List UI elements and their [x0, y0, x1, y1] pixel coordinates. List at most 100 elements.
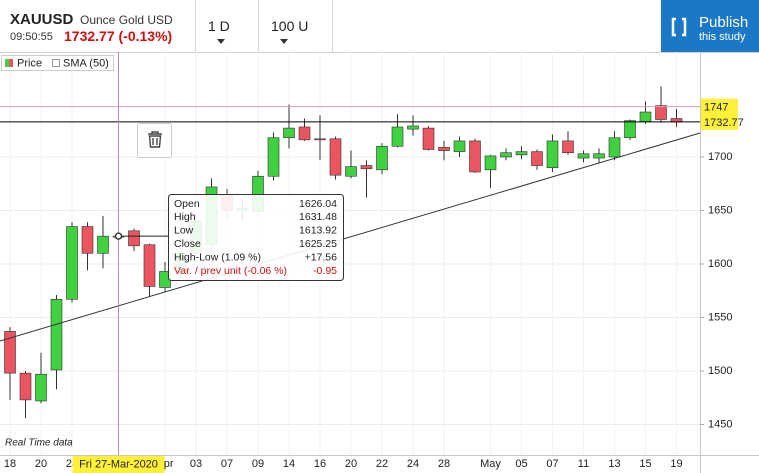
x-tick-label: 16	[314, 458, 326, 470]
y-tick-label: 1650	[708, 204, 732, 216]
x-tick-label: 11	[578, 458, 589, 470]
candle-body	[438, 147, 450, 151]
time: 09:50:55	[10, 31, 53, 43]
x-tick-label: 19	[670, 458, 682, 470]
candle-body	[376, 145, 388, 171]
tooltip-label: Open	[174, 198, 200, 210]
y-tick-label: 1700	[708, 151, 732, 163]
tooltip-label: Close	[174, 238, 201, 250]
tooltip: Open 1626.04 High 1631.48 Low 1613.92 Close 162…	[168, 194, 344, 281]
candle-body	[329, 138, 342, 176]
candle-body	[345, 166, 357, 177]
candle-body	[267, 137, 280, 177]
publish-button[interactable]: Publish this study	[661, 0, 759, 52]
crosshair-date-box	[72, 456, 165, 473]
x-tick-label: 24	[407, 458, 419, 470]
candle-body	[143, 244, 156, 287]
candle-body	[128, 230, 140, 247]
units-dropdown[interactable]: 100 U	[259, 0, 333, 52]
candle-body	[608, 137, 621, 158]
x-tick-label: 18	[4, 458, 16, 470]
candle-body	[639, 111, 652, 122]
candle-body	[314, 138, 326, 141]
price-label-box	[701, 98, 738, 115]
x-tick-label: 22	[376, 458, 388, 470]
candle-body	[453, 140, 466, 152]
symbol: XAUUSD	[10, 11, 74, 28]
candle-body	[19, 372, 32, 401]
y-tick-label: 1550	[708, 311, 732, 323]
candle-body	[469, 140, 481, 173]
footer: Real Time data	[5, 438, 73, 449]
grid	[0, 52, 700, 455]
x-tick-label: 13	[608, 458, 620, 470]
candle-body	[546, 140, 559, 168]
price-label: 1747	[704, 102, 728, 114]
x-tick-label: 03	[190, 458, 202, 470]
candle-body	[407, 125, 419, 130]
publish-label: Publish	[699, 14, 749, 31]
x-tick-label: 05	[515, 458, 527, 470]
tooltip-box	[168, 194, 344, 281]
trend-line	[0, 132, 701, 342]
x-tick-label: 07	[221, 458, 233, 470]
candle-body	[484, 155, 497, 171]
x-tick-label: 09	[252, 458, 264, 470]
tooltip-label: High-Low (1.09 %)	[174, 251, 261, 263]
x-tick-label: 20	[345, 458, 357, 470]
publish-icon	[671, 17, 687, 37]
tooltip-value: 1626.04	[299, 198, 337, 210]
y-tick-label: 1450	[708, 418, 732, 430]
x-tick-label: 15	[639, 458, 651, 470]
crosshair-date: Fri 27-Mar-2020	[79, 458, 158, 470]
x-tick-label: May	[480, 458, 501, 470]
candle-body	[298, 126, 311, 141]
symbol-box: XAUUSD Ounce Gold USD 09:50:55 1732.77 (…	[0, 0, 196, 52]
legend-sma: SMA (50)	[63, 57, 109, 69]
description: Ounce Gold USD	[80, 13, 173, 27]
candle-body	[515, 151, 528, 156]
x-tick-label: 20	[35, 458, 47, 470]
tooltip-value: 1625.25	[299, 238, 337, 250]
candle-body	[593, 153, 605, 159]
candle-body	[4, 331, 16, 374]
tooltip-label: Low	[174, 225, 194, 237]
candle-body	[81, 226, 94, 254]
tooltip-value: 1631.48	[299, 211, 337, 223]
candle-body	[35, 373, 47, 402]
candle-body	[500, 152, 512, 158]
candle-body	[655, 105, 667, 120]
candle-body	[283, 127, 295, 139]
candle-body	[66, 226, 78, 300]
legend: Price SMA (50)	[1, 55, 114, 71]
candle-body	[50, 299, 63, 371]
y-tick-label: 1600	[708, 258, 732, 270]
candle-body	[422, 127, 435, 150]
candle-body	[97, 235, 109, 254]
candle-body	[577, 153, 590, 159]
legend-price: Price	[17, 57, 42, 69]
tooltip-value: -0.95	[313, 265, 337, 277]
delete-button[interactable]	[137, 123, 172, 158]
last-price: 1732.77 (-0.13%)	[64, 28, 173, 44]
price-label-box	[701, 113, 738, 130]
x-tick-label: 28	[438, 458, 450, 470]
tooltip-label: High	[174, 211, 196, 223]
candle-body	[562, 140, 574, 153]
crosshair-dot	[114, 232, 123, 240]
candle-body	[391, 126, 404, 147]
tooltip-value: 1613.92	[299, 225, 337, 237]
y-tick-label: 1500	[708, 365, 732, 377]
x-tick-label: 07	[546, 458, 558, 470]
price-label: 1732.77	[704, 117, 744, 129]
tooltip-label: Var. / prev unit (-0.06 %)	[174, 265, 287, 277]
candle-body	[670, 118, 683, 123]
candle-body	[531, 151, 543, 166]
candle-body	[624, 120, 636, 139]
publish-sub: this study	[699, 31, 746, 43]
tooltip-value: +17.56	[305, 251, 338, 263]
x-tick-label: 14	[283, 458, 295, 470]
candle-body	[360, 165, 373, 170]
